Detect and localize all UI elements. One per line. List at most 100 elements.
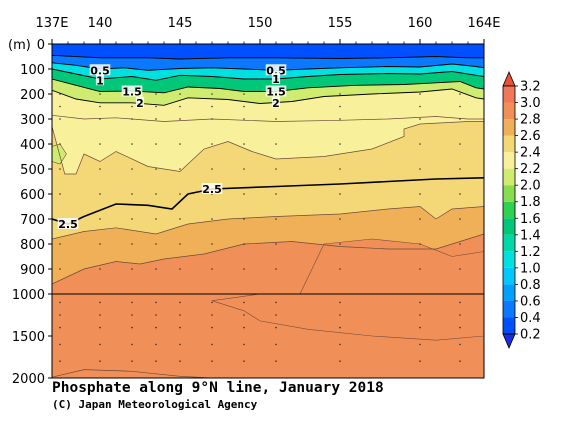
colorbar-segment (503, 135, 515, 153)
station-dot (179, 143, 181, 145)
colorbar-segment (503, 234, 515, 252)
y-tick-label: 500 (20, 163, 45, 178)
colorbar-tick-label: 3.2 (520, 80, 541, 95)
station-dot (155, 343, 157, 346)
contour-label-bg (57, 218, 79, 229)
station-dot (179, 343, 181, 346)
contour-label: 1.5 (266, 86, 286, 99)
contour-label: 0.5 (266, 64, 286, 77)
station-dot (179, 218, 181, 220)
station-dot (243, 268, 245, 270)
station-dot (99, 301, 101, 304)
colorbar-tick-label: 3.0 (520, 96, 541, 111)
station-dot (211, 168, 213, 170)
colorbar-tick-label: 2.8 (520, 113, 541, 128)
contour-label-bg (135, 96, 145, 108)
station-dot (339, 105, 341, 108)
colorbar-over-triangle (502, 70, 516, 87)
station-dot (179, 93, 181, 95)
chart-title: Phosphate along 9°N line, January 2018 (52, 380, 384, 396)
contour-label-bg (265, 85, 287, 97)
contour-label-bg (95, 74, 105, 86)
colorbar-segment (503, 218, 515, 235)
contour-label: 1 (272, 73, 280, 86)
contour-label: 1.5 (122, 86, 142, 99)
isoline (52, 114, 484, 122)
station-dot (459, 301, 461, 304)
colorbar-tick-label: 0.8 (520, 278, 541, 293)
station-dot (243, 118, 245, 120)
station-dot (419, 360, 421, 363)
isoline (52, 78, 484, 94)
station-dot (211, 343, 213, 346)
station-dot (131, 218, 133, 220)
station-dot (275, 118, 277, 120)
station-dot (419, 268, 421, 270)
station-dot (339, 243, 341, 245)
y-tick-label: 1500 (12, 330, 45, 345)
station-dot (275, 343, 277, 346)
station-dot (131, 193, 133, 195)
station-dot (211, 243, 213, 245)
station-dot (211, 268, 213, 270)
station-dot (459, 168, 461, 170)
axes: 137E 140 145 150 155 160 164E 0 100 200 300 400 500 6… (8, 16, 501, 387)
colorbar-tick-label: 1.8 (520, 195, 541, 210)
station-dot (243, 218, 245, 220)
contour-label-bg (271, 73, 281, 84)
station-dot (419, 168, 421, 170)
station-dot (459, 193, 461, 195)
station-dot (339, 301, 341, 304)
station-dot (339, 93, 341, 95)
station-dot (131, 343, 133, 346)
y-tick-label: 800 (20, 238, 45, 253)
colorbar-segment (503, 251, 515, 268)
colorbar-segment (503, 86, 515, 103)
isoline (52, 54, 484, 60)
isoline (52, 177, 484, 225)
colorbar-tick-label: 2.4 (520, 146, 541, 161)
station-dot (131, 118, 133, 120)
x-tick-label: 145 (168, 16, 193, 31)
x-tick-label: 155 (328, 16, 353, 31)
isoline (52, 369, 213, 378)
station-dot (459, 93, 461, 95)
isoline (52, 62, 484, 71)
station-dot (59, 301, 61, 304)
y-tick-label: 300 (20, 113, 45, 128)
station-dot (419, 301, 421, 304)
station-dot (339, 326, 341, 329)
station-dot (59, 243, 61, 245)
x-tick-label: 160 (408, 16, 433, 31)
contour-label: 1 (96, 74, 104, 87)
station-dot (275, 360, 277, 363)
station-dot (419, 343, 421, 346)
station-dot (243, 326, 245, 329)
station-dot (59, 326, 61, 329)
station-dot (131, 360, 133, 363)
plot-area: 0.511.520.511.522.52.5 (52, 44, 484, 378)
colorbar-tick-label: 0.6 (520, 294, 541, 309)
station-dot (131, 168, 133, 170)
colorbar-segment (503, 300, 515, 318)
contour-patch (299, 238, 484, 295)
station-dot (155, 314, 157, 316)
station-dot (179, 360, 181, 363)
station-dot (459, 360, 461, 363)
station-dot (211, 143, 213, 145)
station-dot (275, 301, 277, 304)
colorbar-segment (503, 201, 515, 219)
station-dot (339, 168, 341, 170)
station-dot (243, 301, 245, 304)
station-dot (211, 314, 213, 316)
station-dot (211, 326, 213, 329)
colorbar-segment (503, 119, 515, 136)
station-dot (419, 218, 421, 220)
contour-label-bg (201, 183, 223, 194)
y-tick-label: 900 (20, 263, 45, 278)
contour-label-bg (89, 64, 111, 76)
station-dot (99, 143, 101, 145)
station-dot (131, 326, 133, 329)
y-tick-label: 600 (20, 188, 45, 203)
contour-label: 2.5 (58, 218, 78, 231)
